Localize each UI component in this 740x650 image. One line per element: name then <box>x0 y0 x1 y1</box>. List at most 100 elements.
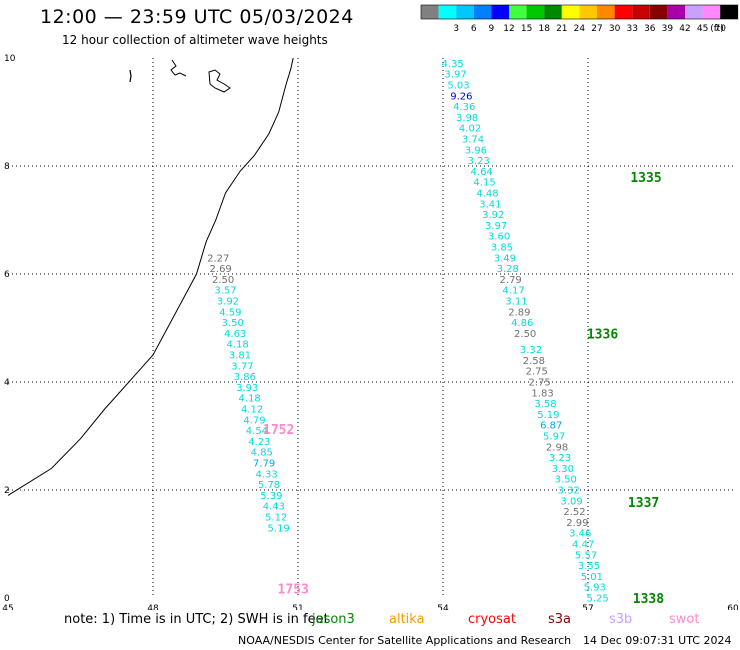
lat-tick-label: 0 <box>4 594 10 604</box>
legend-swatch <box>649 5 668 19</box>
wave-height-label: 2.98 <box>546 442 568 453</box>
wave-height-label: 4.02 <box>459 124 481 135</box>
pass-time-label: 1338 <box>633 592 664 607</box>
legend-swatch <box>526 5 545 19</box>
legend-tick-label: 33 <box>626 24 637 34</box>
legend-swatch <box>614 5 633 19</box>
legend-frame <box>420 4 739 20</box>
lon-tick-label: 54 <box>437 604 449 610</box>
wave-height-label: 4.85 <box>251 448 273 459</box>
wave-height-label: 2.79 <box>500 275 522 286</box>
wave-height-label: 5.57 <box>575 550 597 561</box>
wave-height-label: 4.79 <box>243 415 265 426</box>
legend-tick-label: 27 <box>591 24 602 34</box>
wave-height-label: 4.47 <box>572 540 594 551</box>
footer-timestamp: 14 Dec 09:07:31 UTC 2024 <box>583 634 732 647</box>
legend-tick-label: 70 <box>714 24 726 34</box>
legend-swatch <box>456 5 474 19</box>
wave-height-label: 4.48 <box>476 189 498 200</box>
wave-height-label: 3.96 <box>465 145 487 156</box>
legend-swatch <box>685 5 703 19</box>
wave-height-label: 5.39 <box>260 491 282 502</box>
wave-height-label: 7.79 <box>253 459 275 470</box>
wave-height-label: 4.64 <box>471 167 493 178</box>
wave-height-label: 5.19 <box>537 410 559 421</box>
legend-tick-label: 15 <box>521 24 532 34</box>
wave-height-label: 4.18 <box>226 340 248 351</box>
legend-swatch <box>561 5 580 19</box>
island-outline <box>208 69 231 93</box>
satellite-s3b-label: s3b <box>609 612 633 627</box>
pass-time-label: 1336 <box>587 327 618 342</box>
wave-height-label: 3.50 <box>555 475 577 486</box>
wave-height-label: 3.41 <box>479 199 501 210</box>
pass-time-label: 1337 <box>628 496 659 511</box>
legend-tick-label: 21 <box>556 24 567 34</box>
wave-height-label: 5.19 <box>268 523 290 534</box>
legend-swatch <box>667 5 685 19</box>
legend-tick-label: 9 <box>489 24 495 34</box>
wave-height-label: 4.63 <box>224 329 246 340</box>
wave-height-label: 3.92 <box>217 297 239 308</box>
legend-tick-label: 3 <box>453 24 459 34</box>
legend-tick-label: 39 <box>662 24 674 34</box>
legend-swatch <box>579 5 597 19</box>
wave-height-label: 3.74 <box>462 135 484 146</box>
wave-height-label: 3.30 <box>552 464 574 475</box>
wave-height-label: 2.75 <box>526 367 548 378</box>
wave-height-label: 3.11 <box>505 297 527 308</box>
wave-height-label: 3.32 <box>558 486 580 497</box>
legend-swatch <box>491 5 509 19</box>
legend-swatch <box>597 5 615 19</box>
wave-height-label: 2.52 <box>563 507 585 518</box>
legend-tick-label: 42 <box>679 24 690 34</box>
wave-height-label: 3.23 <box>549 453 571 464</box>
lat-tick-label: 8 <box>4 162 10 172</box>
lat-tick-label: 2 <box>4 486 10 496</box>
wave-height-label: 3.23 <box>468 156 490 167</box>
pass-time-label: 1753 <box>278 582 309 597</box>
wave-height-label: 3.85 <box>491 243 513 254</box>
wave-height-label: 2.99 <box>566 518 588 529</box>
wave-height-label: 5.01 <box>581 572 603 583</box>
wave-height-legend: 3 6 9 12 15 18 21 24 27 30 33 36 39 42 45 70(ft) <box>420 4 739 34</box>
wave-height-label: 3.55 <box>578 561 600 572</box>
legend-tick-label: 6 <box>471 24 477 34</box>
legend-tick-label: 24 <box>574 24 586 34</box>
wave-height-label: 4.15 <box>473 178 495 189</box>
legend-tick-label: 12 <box>503 24 514 34</box>
lon-tick-label: 57 <box>582 604 593 610</box>
wave-height-label: 3.32 <box>520 345 542 356</box>
wave-height-label: 3.81 <box>229 351 251 362</box>
legend-swatch <box>702 5 721 19</box>
wave-height-label: 4.86 <box>511 318 533 329</box>
wave-height-label: 4.59 <box>219 307 241 318</box>
wave-height-label: 3.86 <box>234 372 256 383</box>
wave-height-label: 4.36 <box>453 102 475 113</box>
footer-note: note: 1) Time is in UTC; 2) SWH is in fe… <box>64 612 329 627</box>
satellite-jason3-label: jason3 <box>312 612 355 627</box>
wave-height-label: 3.97 <box>485 221 507 232</box>
satellite-s3a-label: s3a <box>548 612 572 627</box>
pass-time-label: 1752 <box>263 423 294 438</box>
wave-height-label: 2.69 <box>210 264 232 275</box>
wave-height-label: 3.58 <box>534 399 556 410</box>
lon-tick-label: 45 <box>2 604 13 610</box>
lon-tick-label: 48 <box>147 604 159 610</box>
legend-tick-label: 36 <box>644 24 656 34</box>
wave-height-label: 5.12 <box>265 513 287 524</box>
footer-credit: NOAA/NESDIS Center for Satellite Applica… <box>238 634 572 647</box>
legend-tick-label: 30 <box>609 24 621 34</box>
wave-height-label: 4.18 <box>239 394 261 405</box>
coastline <box>7 57 294 496</box>
legend-unit-label: (ft) <box>710 24 724 34</box>
wave-height-label: 9.26 <box>450 91 472 102</box>
island-outline <box>170 59 187 77</box>
wave-height-label: 4.23 <box>248 437 270 448</box>
wave-height-label: 3.46 <box>569 529 591 540</box>
legend-swatch <box>473 5 492 19</box>
wave-height-label: 5.03 <box>447 81 469 92</box>
wave-height-label: 4.54 <box>246 426 268 437</box>
pass-time-label: 1335 <box>630 171 661 186</box>
